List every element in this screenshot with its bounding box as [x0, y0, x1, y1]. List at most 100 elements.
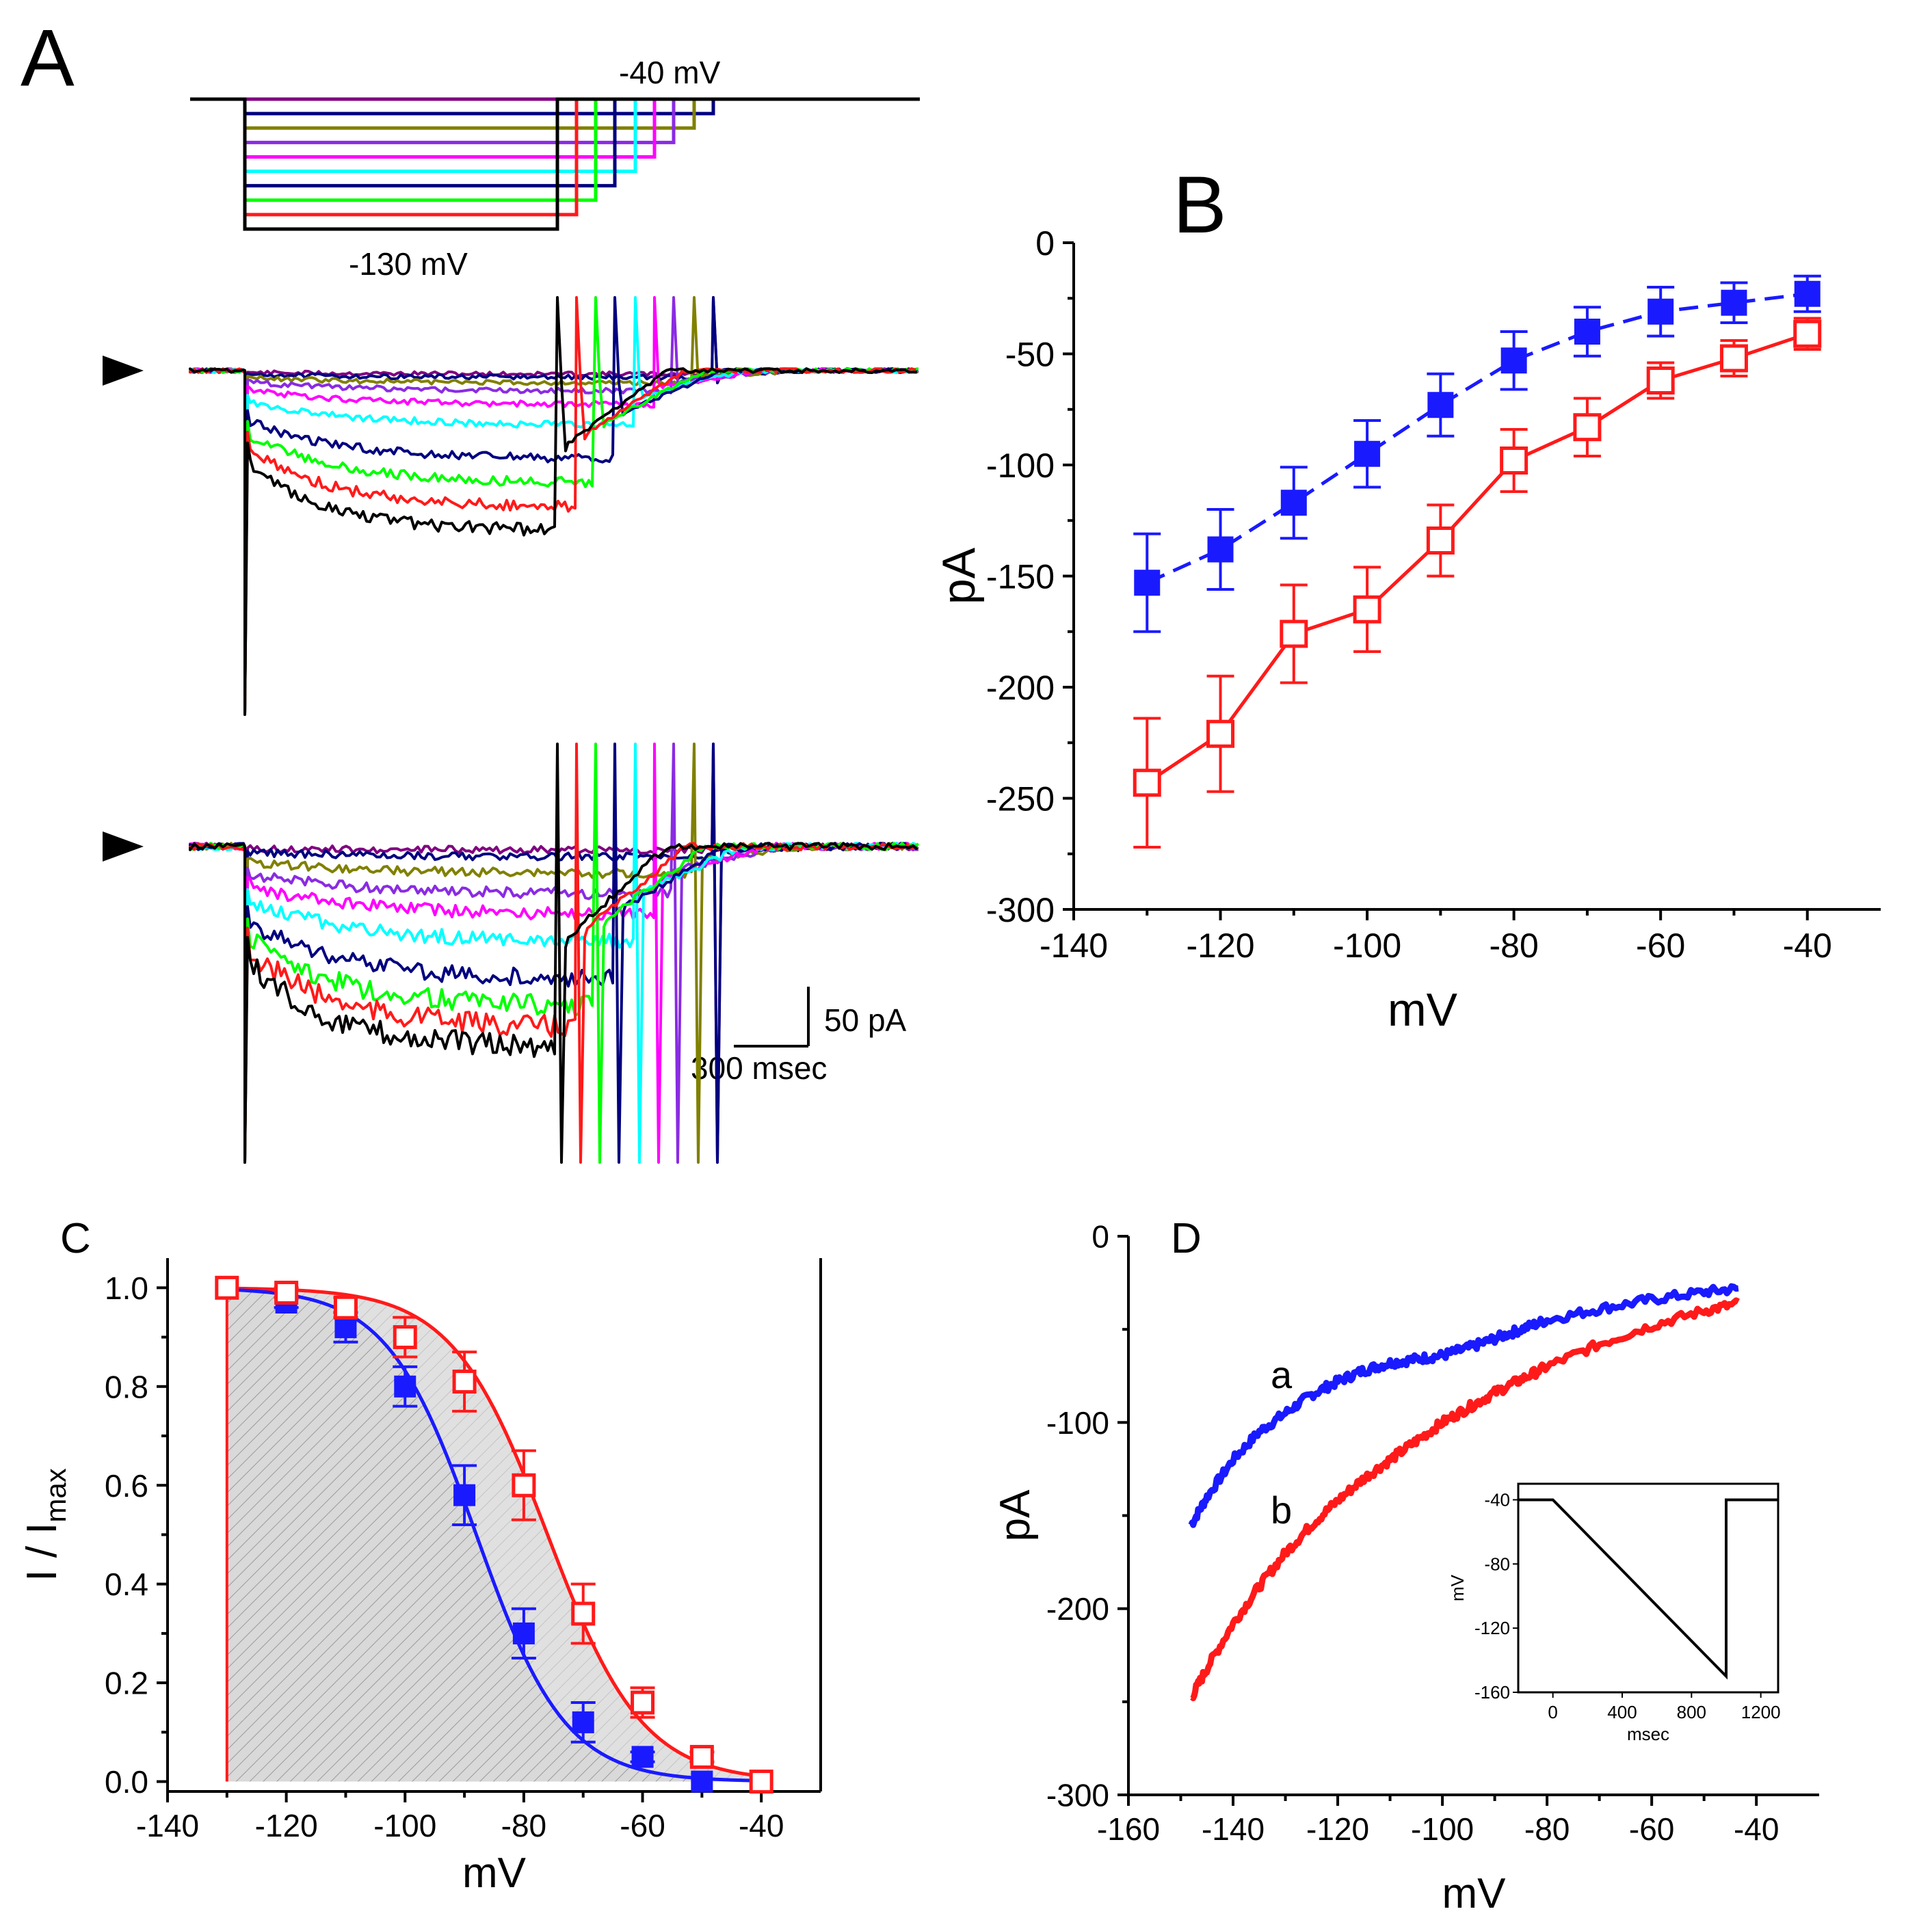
data-point — [512, 1473, 536, 1497]
current-trace — [189, 743, 916, 1164]
y-tick-label: -50 — [1005, 336, 1055, 374]
data-point — [1353, 595, 1381, 624]
protocol-top-label: -40 mV — [619, 55, 721, 90]
data-point — [1500, 347, 1527, 374]
data-point — [1207, 536, 1234, 563]
data-point — [393, 1325, 417, 1350]
protocol-step — [190, 97, 920, 116]
current-trace — [189, 743, 918, 1164]
protocol-step — [190, 97, 920, 231]
data-point — [394, 1375, 416, 1398]
x-tick-label: -120 — [255, 1808, 318, 1843]
y-axis-label: pA — [992, 1489, 1039, 1541]
scale-bar-time-label: 300 msec — [691, 1050, 827, 1086]
current-trace — [189, 296, 916, 716]
trace-b — [1189, 1297, 1741, 1702]
data-point — [1646, 366, 1675, 395]
series-line-filled — [1146, 292, 1808, 585]
y-tick-label: -100 — [986, 446, 1055, 485]
data-point — [749, 1770, 773, 1794]
panel-c: -140 -120 -100 -80 -60 -40 0.0 0.2 0.4 0.6 0.8 1.0 m… — [18, 1258, 822, 1897]
y-tick-label: 0.6 — [105, 1468, 148, 1504]
x-tick-label: -80 — [1490, 926, 1539, 965]
x-axis-label: mV — [462, 1850, 527, 1897]
trace-b-label: b — [1271, 1489, 1292, 1532]
y-axis-label-main: I / I — [18, 1523, 66, 1582]
data-point — [1206, 719, 1235, 748]
y-tick-label: -200 — [1046, 1591, 1109, 1627]
data-point — [334, 1316, 357, 1339]
x-tick-label: -40 — [739, 1808, 784, 1843]
data-point — [274, 1281, 299, 1305]
x-tick-label: -140 — [1040, 926, 1108, 965]
inset-y-tick-label: -160 — [1474, 1682, 1510, 1703]
y-tick-label: 0.4 — [105, 1566, 148, 1602]
x-tick-label: -60 — [1636, 926, 1685, 965]
inset-x-label: msec — [1627, 1724, 1669, 1744]
y-tick-label: -150 — [986, 558, 1055, 596]
series-line-open — [1146, 332, 1808, 784]
data-point — [1500, 446, 1529, 475]
data-point — [1426, 526, 1455, 555]
y-tick-label: -300 — [986, 891, 1055, 929]
trace-a — [1188, 1283, 1739, 1528]
data-point — [631, 1746, 654, 1768]
inset-y-tick-label: -120 — [1474, 1618, 1510, 1638]
x-tick-label: -120 — [1187, 926, 1255, 965]
y-tick-label: 0 — [1091, 1219, 1109, 1255]
panel-d-letter: D — [1171, 1215, 1202, 1262]
inset-y-label: mV — [1447, 1574, 1468, 1601]
data-point — [1574, 319, 1600, 345]
panel-c-letter: C — [60, 1215, 91, 1262]
data-point — [572, 1711, 594, 1733]
y-tick-label: -100 — [1046, 1405, 1109, 1441]
x-tick-label: -40 — [1783, 926, 1832, 965]
inset-protocol-line — [1518, 1498, 1778, 1680]
difference-area — [226, 1288, 762, 1781]
data-point — [333, 1295, 358, 1320]
panel-b: -140 -120 -100 -80 -60 -40 0 -50 -100 -150 -200 -25… — [933, 224, 1881, 1036]
inset-y-tick-label: -80 — [1484, 1554, 1510, 1574]
trace-a-label: a — [1271, 1353, 1293, 1396]
current-trace — [189, 743, 916, 1164]
inset-y-tick-label: -40 — [1484, 1489, 1510, 1510]
inset-x-tick-label: 1200 — [1741, 1702, 1781, 1722]
x-tick-label: -140 — [1202, 1811, 1265, 1847]
data-point — [452, 1370, 477, 1394]
x-tick-label: -60 — [620, 1808, 665, 1843]
y-tick-label: -200 — [986, 669, 1055, 707]
inset-x-tick-label: 0 — [1548, 1702, 1557, 1722]
x-tick-label: -160 — [1097, 1811, 1160, 1847]
data-point — [453, 1484, 476, 1506]
y-tick-label: 0.2 — [105, 1666, 148, 1701]
x-tick-label: -100 — [1333, 926, 1401, 965]
data-point — [1793, 319, 1822, 348]
scale-bar-current-label: 50 pA — [824, 1002, 907, 1038]
inset-x-tick-label: 400 — [1607, 1702, 1637, 1722]
x-axis-label: mV — [1442, 1870, 1507, 1917]
current-trace — [189, 743, 918, 1164]
panel-a-letter: A — [21, 13, 75, 103]
data-point — [1134, 570, 1161, 596]
x-tick-label: -80 — [501, 1808, 546, 1843]
current-trace — [189, 296, 918, 716]
data-point — [1721, 289, 1747, 316]
current-trace — [189, 743, 918, 1164]
data-point — [1280, 490, 1307, 516]
y-tick-label: 0.8 — [105, 1369, 148, 1404]
x-tick-label: -120 — [1306, 1811, 1369, 1847]
data-point — [215, 1275, 239, 1300]
y-tick-label: 0 — [1035, 224, 1055, 263]
data-point — [689, 1744, 714, 1769]
x-tick-label: -100 — [1411, 1811, 1474, 1847]
data-point — [1354, 440, 1381, 467]
baseline-arrow-icon — [103, 831, 144, 862]
current-trace — [189, 296, 916, 716]
y-tick-label: 1.0 — [105, 1270, 148, 1306]
x-tick-label: -40 — [1734, 1811, 1779, 1847]
data-point — [1573, 413, 1602, 442]
fit-curve-filled — [239, 1288, 762, 1783]
x-tick-label: -100 — [373, 1808, 436, 1843]
current-trace — [189, 743, 918, 1164]
